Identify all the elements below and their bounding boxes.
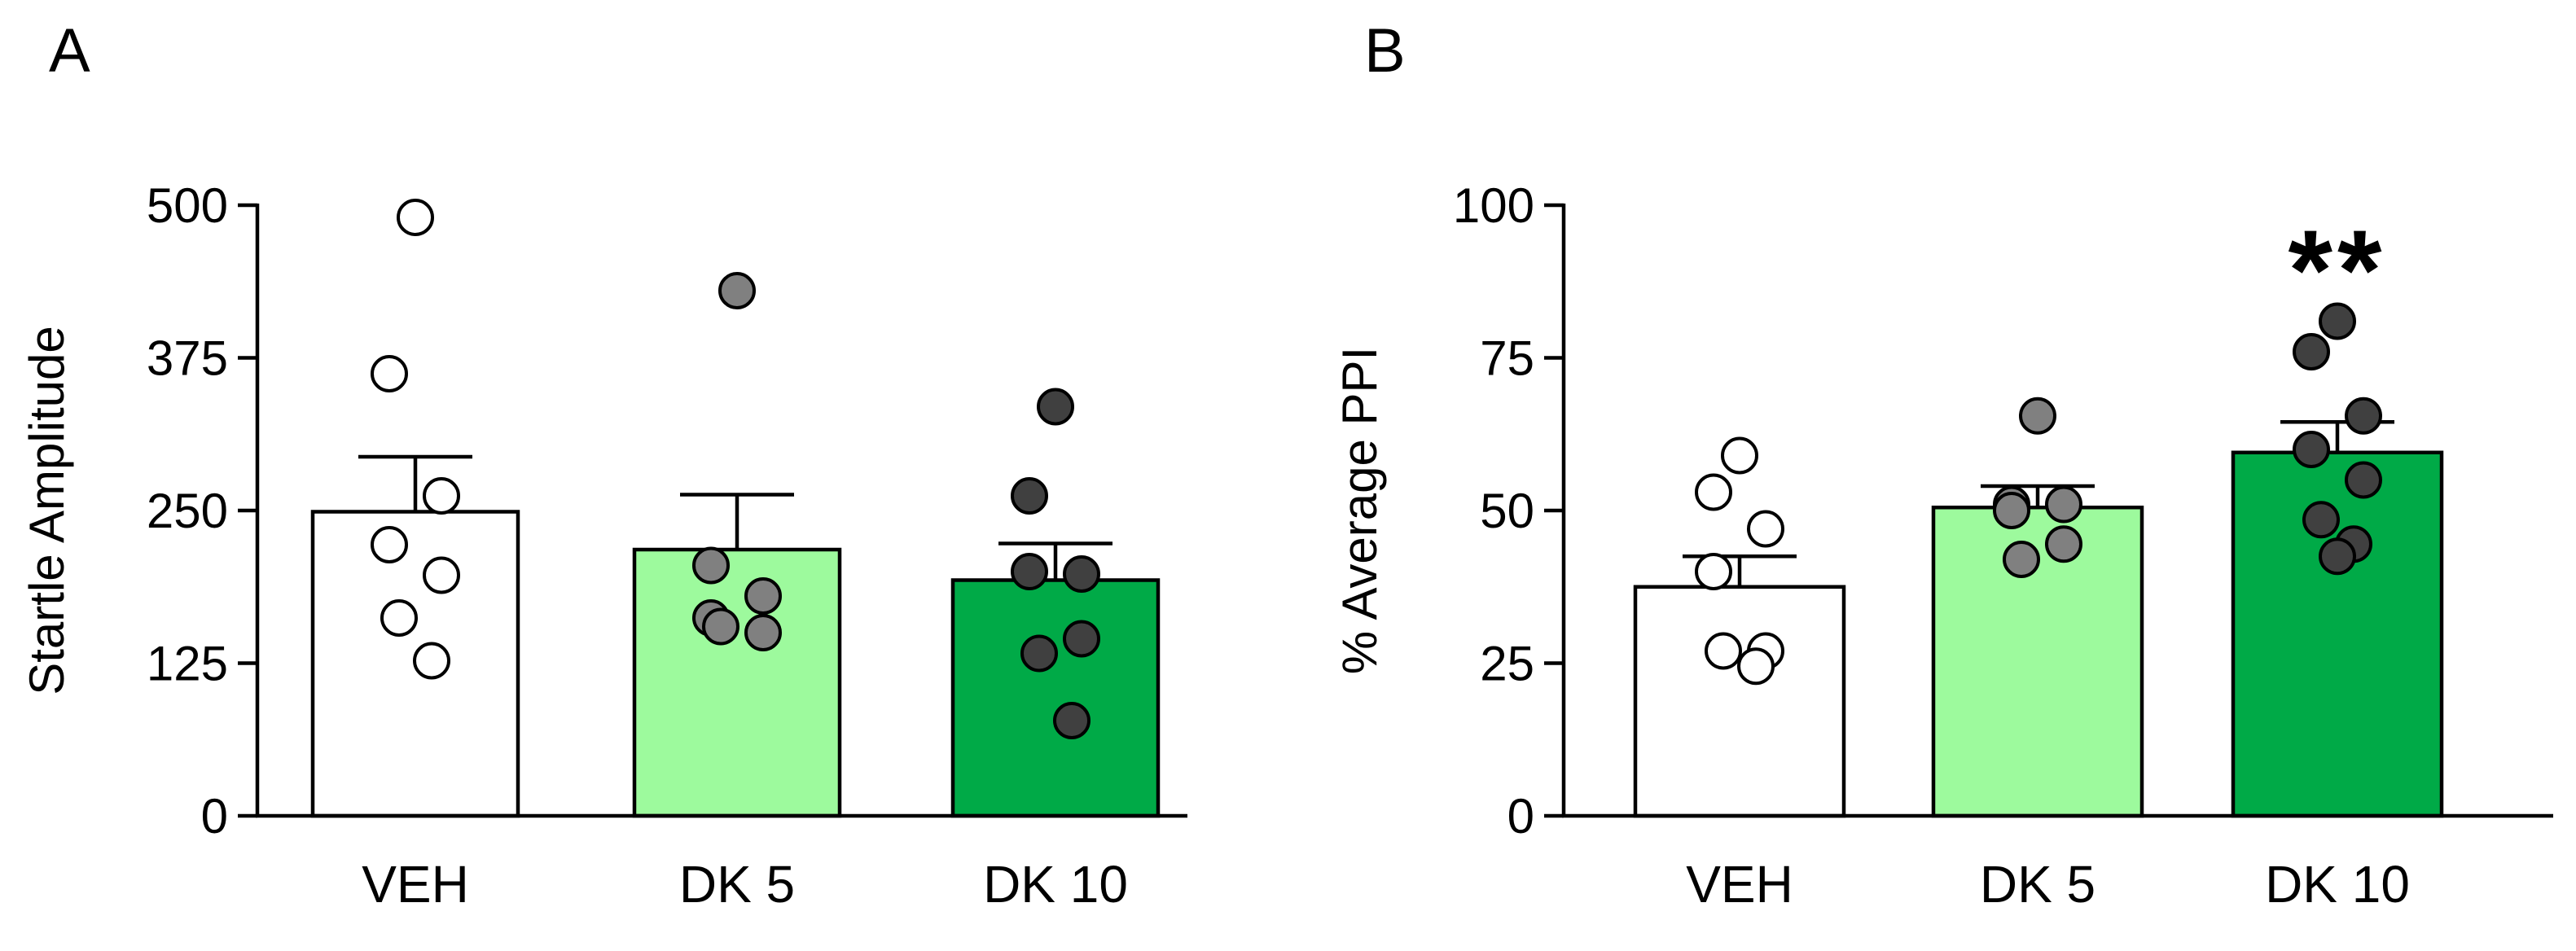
y-tick-label: 100	[1453, 178, 1534, 233]
data-point	[2345, 461, 2382, 499]
x-tick-label: DK 10	[983, 855, 1128, 914]
bar	[1633, 585, 1846, 818]
data-point	[702, 607, 739, 646]
data-point	[1747, 510, 1784, 548]
data-point	[2293, 431, 2330, 468]
panel-a: A Startle Amplitude 0 125 250 375 500 VEH DK 5 DK…	[20, 16, 1187, 914]
data-point	[1053, 702, 1091, 739]
data-point	[1737, 647, 1775, 686]
data-point	[1011, 553, 1048, 590]
data-point	[1705, 632, 1742, 670]
data-point	[371, 355, 408, 392]
y-tick-label: 500	[147, 178, 228, 233]
y-axis-title: % Average PPI	[1332, 347, 1387, 674]
x-tick-label: DK 5	[679, 855, 795, 914]
bar	[950, 578, 1161, 818]
panel-label: A	[49, 16, 90, 85]
y-tick-label: 0	[201, 789, 228, 844]
data-point	[2302, 501, 2340, 539]
data-point	[1695, 473, 1732, 511]
y-axis-title: Startle Amplitude	[20, 326, 74, 695]
data-point	[1063, 555, 1100, 593]
x-tick-label: VEH	[362, 855, 469, 914]
panel-label: B	[1364, 16, 1406, 85]
y-tick-label: 50	[1480, 484, 1534, 538]
panel-b: B % Average PPI 0 25 50 75 100 VEH DK 5 DK 10 **	[1332, 16, 2553, 914]
x-tick-label: VEH	[1686, 855, 1793, 914]
data-point	[2045, 525, 2082, 563]
data-point	[2345, 397, 2382, 435]
data-point	[1063, 620, 1100, 658]
data-point	[2319, 302, 2356, 340]
data-point	[371, 526, 408, 563]
y-tick-label: 0	[1507, 789, 1534, 844]
data-point	[2045, 485, 2082, 524]
data-point	[423, 477, 460, 515]
data-point	[718, 272, 756, 309]
data-point	[413, 642, 450, 680]
data-point	[744, 577, 782, 615]
data-point	[397, 199, 434, 236]
x-tick-label: DK 10	[2265, 855, 2410, 914]
data-point	[2319, 537, 2356, 576]
data-point	[692, 546, 730, 585]
data-point	[1020, 634, 1058, 673]
data-point	[1695, 553, 1732, 590]
x-tick-label: DK 5	[1980, 855, 2095, 914]
data-point	[1011, 477, 1048, 515]
y-tick-label: 75	[1480, 331, 1534, 386]
data-point	[2293, 333, 2330, 370]
significance-annotation: **	[2289, 206, 2387, 334]
data-point	[1037, 388, 1074, 426]
y-tick-label: 250	[147, 484, 228, 538]
data-point	[1721, 436, 1758, 475]
y-tick-label: 125	[147, 637, 228, 691]
data-point	[380, 599, 418, 637]
bar	[2231, 450, 2444, 818]
y-tick-label: 25	[1480, 637, 1534, 691]
data-point	[2003, 541, 2040, 578]
data-point	[2019, 397, 2056, 435]
data-point	[423, 556, 460, 594]
y-tick-label: 375	[147, 331, 228, 386]
bar	[632, 547, 842, 818]
data-point	[1993, 492, 2030, 529]
data-point	[744, 614, 782, 651]
